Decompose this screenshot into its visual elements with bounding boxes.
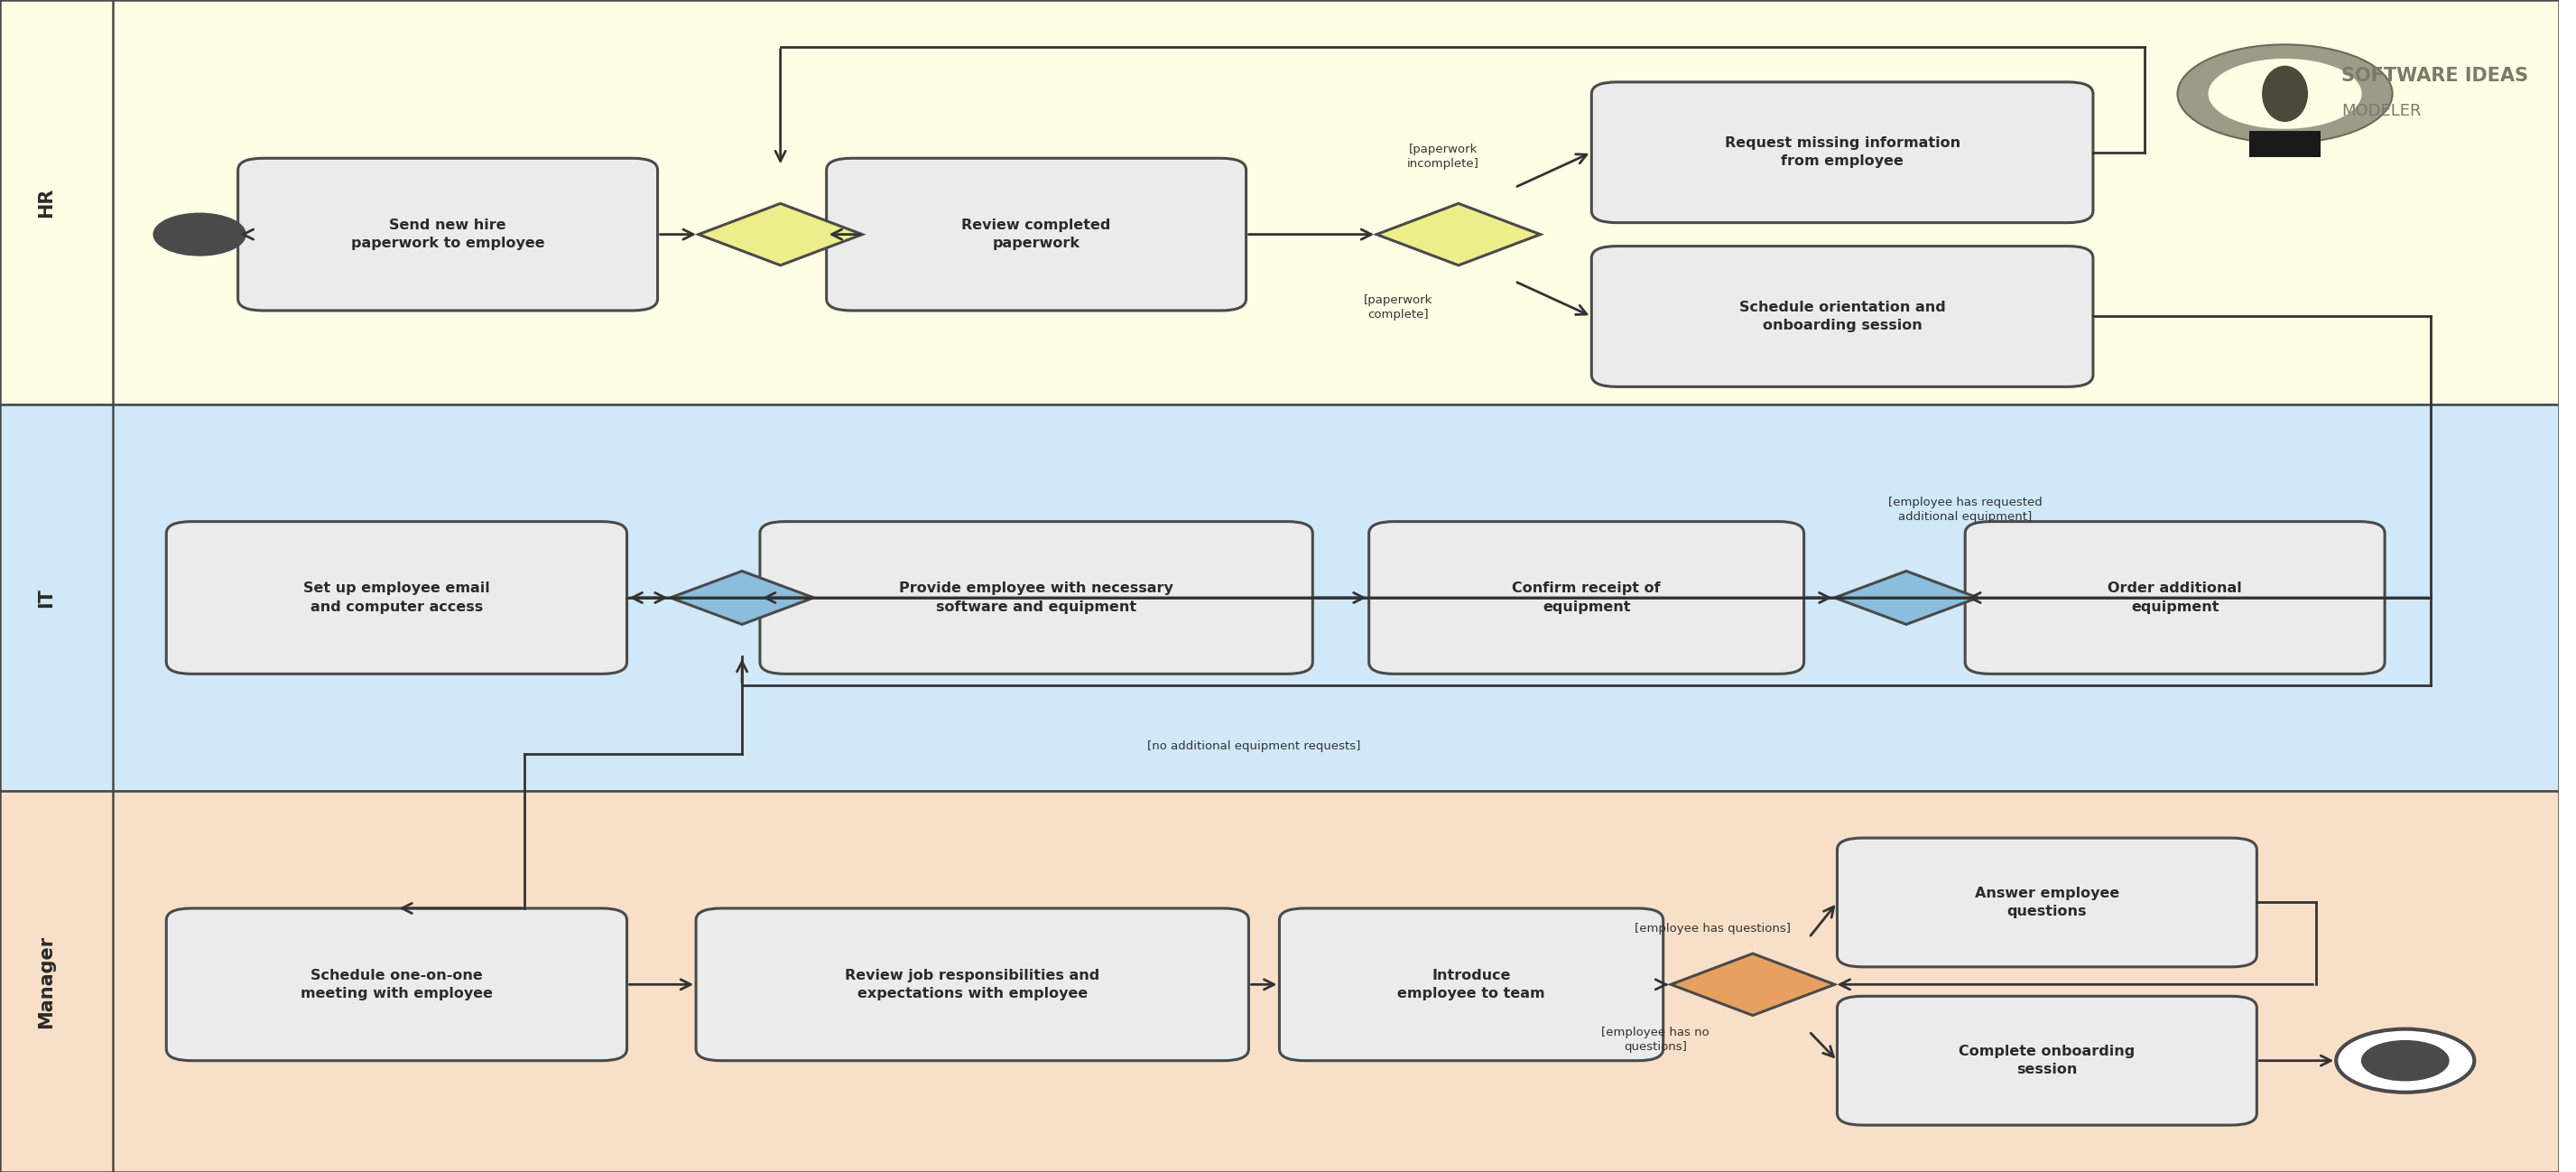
- Circle shape: [2208, 59, 2362, 129]
- FancyBboxPatch shape: [760, 522, 1314, 674]
- Text: Schedule orientation and
onboarding session: Schedule orientation and onboarding sess…: [1739, 300, 1945, 333]
- FancyBboxPatch shape: [1837, 996, 2257, 1125]
- Text: Review job responsibilities and
expectations with employee: Review job responsibilities and expectat…: [845, 968, 1100, 1001]
- FancyBboxPatch shape: [167, 908, 626, 1061]
- FancyBboxPatch shape: [237, 158, 657, 311]
- Polygon shape: [698, 204, 863, 265]
- Text: HR: HR: [36, 188, 54, 217]
- Circle shape: [2362, 1041, 2450, 1081]
- Text: Complete onboarding
session: Complete onboarding session: [1958, 1044, 2136, 1077]
- FancyBboxPatch shape: [1368, 522, 1803, 674]
- Polygon shape: [1376, 204, 1540, 265]
- Bar: [2249, 131, 2321, 157]
- Text: Order additional
equipment: Order additional equipment: [2107, 581, 2241, 614]
- Text: IT: IT: [36, 588, 54, 607]
- FancyBboxPatch shape: [1837, 838, 2257, 967]
- FancyBboxPatch shape: [696, 908, 1249, 1061]
- Text: Answer employee
questions: Answer employee questions: [1976, 886, 2120, 919]
- Text: [employee has requested
additional equipment]: [employee has requested additional equip…: [1888, 497, 2043, 523]
- FancyBboxPatch shape: [1592, 82, 2094, 223]
- Text: [paperwork
complete]: [paperwork complete]: [1363, 294, 1432, 320]
- Polygon shape: [1672, 954, 1834, 1015]
- Text: Introduce
employee to team: Introduce employee to team: [1396, 968, 1546, 1001]
- Bar: [0, 791, 2558, 1172]
- Text: Review completed
paperwork: Review completed paperwork: [961, 218, 1110, 251]
- FancyBboxPatch shape: [1280, 908, 1664, 1061]
- Text: Provide employee with necessary
software and equipment: Provide employee with necessary software…: [899, 581, 1175, 614]
- Text: Confirm receipt of
equipment: Confirm receipt of equipment: [1512, 581, 1662, 614]
- Text: MODELER: MODELER: [2342, 103, 2421, 120]
- Text: [paperwork
incomplete]: [paperwork incomplete]: [1406, 144, 1479, 170]
- FancyBboxPatch shape: [1592, 246, 2094, 387]
- FancyBboxPatch shape: [827, 158, 1247, 311]
- Bar: [0, 0, 2558, 404]
- Text: Set up employee email
and computer access: Set up employee email and computer acces…: [304, 581, 489, 614]
- Text: Manager: Manager: [36, 935, 54, 1028]
- FancyBboxPatch shape: [167, 522, 626, 674]
- Text: Send new hire
paperwork to employee: Send new hire paperwork to employee: [350, 218, 544, 251]
- Polygon shape: [670, 571, 814, 625]
- Text: Schedule one-on-one
meeting with employee: Schedule one-on-one meeting with employe…: [301, 968, 492, 1001]
- Circle shape: [2336, 1029, 2476, 1092]
- Text: [employee has no
questions]: [employee has no questions]: [1602, 1027, 1710, 1052]
- Circle shape: [155, 213, 245, 255]
- FancyBboxPatch shape: [1965, 522, 2385, 674]
- Circle shape: [2177, 45, 2393, 143]
- Text: Request missing information
from employee: Request missing information from employe…: [1723, 136, 1960, 169]
- Bar: [0, 404, 2558, 791]
- Text: [employee has questions]: [employee has questions]: [1636, 922, 1790, 934]
- Polygon shape: [1834, 571, 1978, 625]
- Text: [no additional equipment requests]: [no additional equipment requests]: [1146, 741, 1360, 752]
- Ellipse shape: [2262, 66, 2308, 122]
- Text: SOFTWARE IDEAS: SOFTWARE IDEAS: [2342, 67, 2527, 86]
